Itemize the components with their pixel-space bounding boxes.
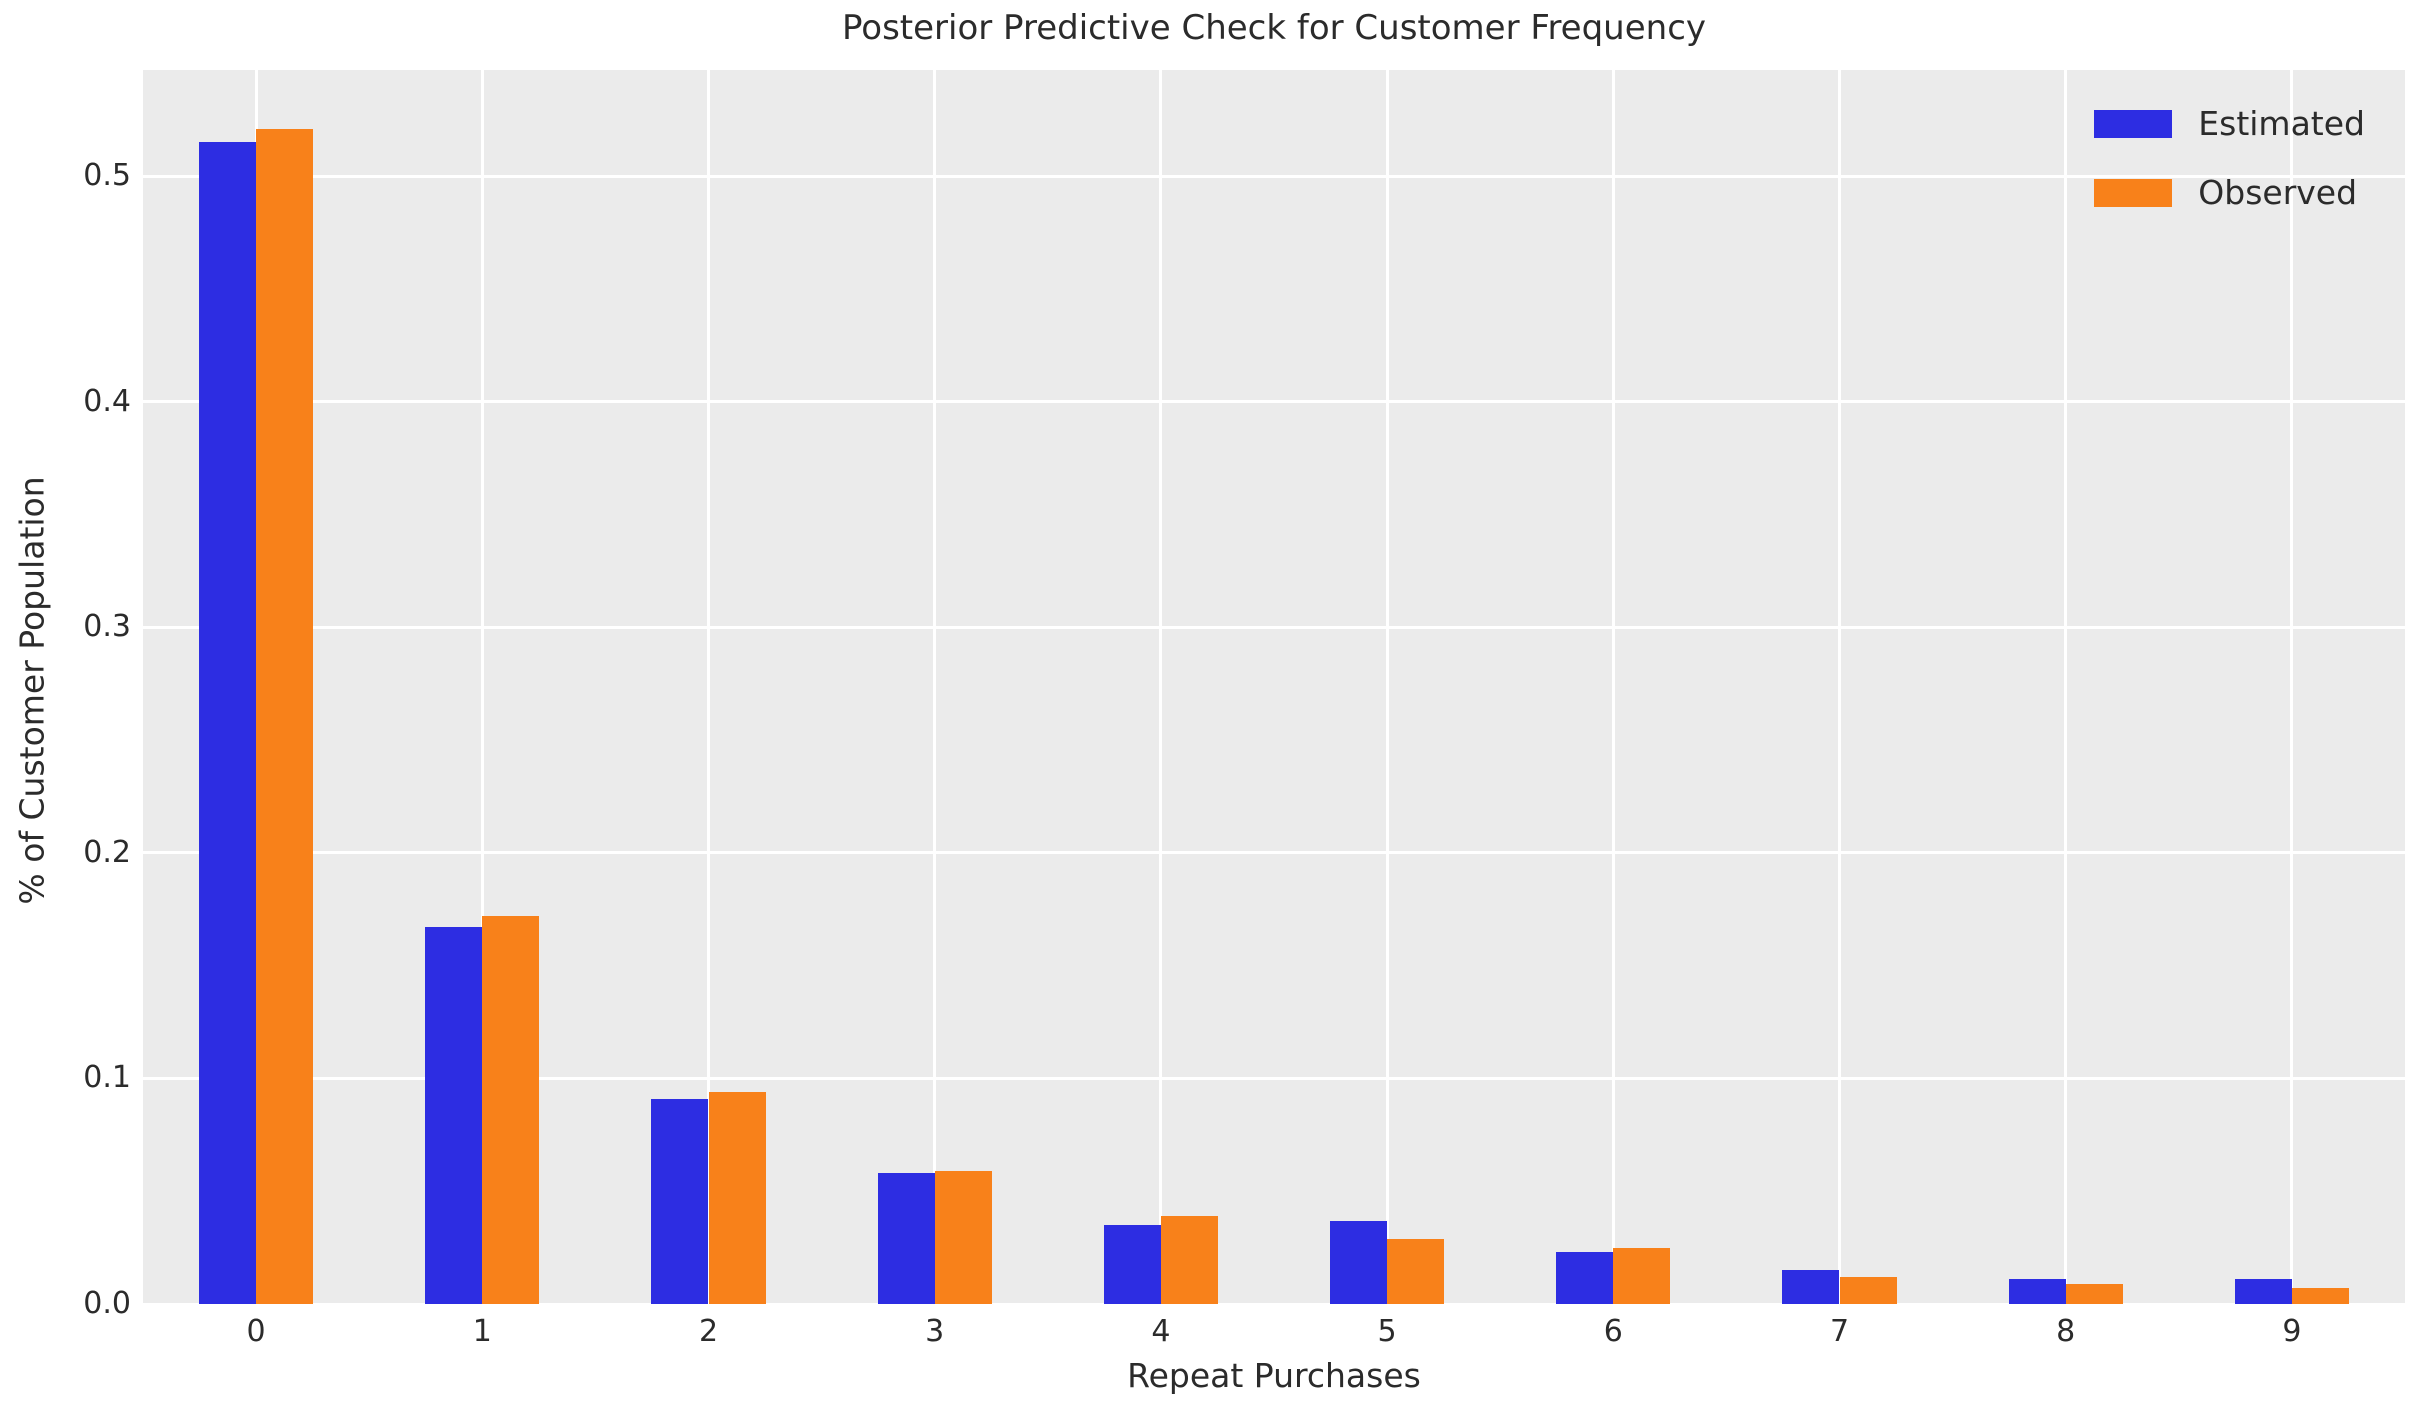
legend-label: Estimated — [2198, 104, 2365, 143]
x-tick-label: 0 — [246, 1314, 266, 1349]
y-tick-label: 0.2 — [83, 834, 131, 870]
legend-entry: Observed — [2094, 173, 2365, 212]
chart-title: Posterior Predictive Check for Customer … — [841, 8, 1707, 48]
bar-estimated-9 — [2234, 1279, 2292, 1304]
gridline-horizontal — [143, 625, 2405, 629]
y-tick-label: 0.1 — [83, 1060, 131, 1096]
bar-observed-4 — [1160, 1216, 1218, 1304]
bar-estimated-5 — [1330, 1220, 1388, 1304]
bar-estimated-8 — [2008, 1279, 2066, 1304]
y-tick-label: 0.5 — [83, 158, 131, 194]
x-tick-label: 6 — [1603, 1314, 1623, 1349]
y-tick-label: 0.3 — [83, 609, 131, 645]
bar-observed-0 — [256, 128, 314, 1304]
gridline-horizontal — [143, 1076, 2405, 1080]
legend-entry: Estimated — [2094, 104, 2365, 143]
bar-observed-6 — [1613, 1247, 1671, 1304]
gridline-horizontal — [143, 851, 2405, 855]
bar-observed-3 — [934, 1170, 992, 1304]
bar-estimated-7 — [1782, 1270, 1840, 1304]
y-axis-label: % of Customer Population — [12, 476, 52, 905]
gridline-horizontal — [143, 174, 2405, 178]
gridline-vertical — [1159, 70, 1163, 1304]
x-tick-label: 2 — [698, 1314, 719, 1349]
legend-label: Observed — [2198, 173, 2358, 212]
bar-observed-8 — [2065, 1283, 2123, 1304]
x-axis-label: Repeat Purchases — [1127, 1356, 1421, 1395]
bar-estimated-6 — [1556, 1252, 1614, 1304]
bar-estimated-0 — [199, 142, 257, 1304]
x-tick-label: 7 — [1829, 1314, 1850, 1349]
bar-estimated-3 — [877, 1173, 935, 1304]
x-tick-label: 8 — [2056, 1314, 2076, 1349]
x-tick-label: 9 — [2282, 1314, 2302, 1349]
bar-observed-9 — [2291, 1288, 2349, 1304]
y-tick-label: 0.4 — [83, 383, 131, 419]
x-tick-label: 1 — [472, 1314, 492, 1349]
gridline-vertical — [1611, 70, 1615, 1304]
gridline-vertical — [1385, 70, 1389, 1304]
x-tick-label: 4 — [1151, 1314, 1171, 1349]
bar-observed-1 — [482, 915, 540, 1304]
gridline-vertical — [1838, 70, 1841, 1304]
bar-observed-5 — [1387, 1238, 1445, 1304]
gridline-vertical — [707, 70, 710, 1304]
y-tick-label: 0.0 — [83, 1286, 131, 1321]
legend-swatch-icon — [2094, 109, 2173, 138]
bar-observed-2 — [708, 1091, 766, 1304]
bar-observed-7 — [1839, 1276, 1897, 1304]
gridline-vertical — [2290, 70, 2294, 1304]
gridline-horizontal — [143, 1302, 2405, 1306]
gridline-vertical — [480, 70, 484, 1304]
gridline-vertical — [933, 70, 937, 1304]
x-tick-label: 3 — [925, 1314, 945, 1349]
plot-area: Estimated Observed — [143, 70, 2405, 1306]
bar-estimated-1 — [425, 927, 483, 1304]
legend: Estimated Observed — [2094, 104, 2365, 212]
bar-estimated-4 — [1103, 1225, 1161, 1304]
gridline-vertical — [2064, 70, 2068, 1304]
bar-estimated-2 — [651, 1098, 709, 1304]
gridline-horizontal — [143, 400, 2405, 404]
legend-swatch-icon — [2094, 178, 2173, 207]
x-tick-label: 5 — [1377, 1314, 1397, 1349]
